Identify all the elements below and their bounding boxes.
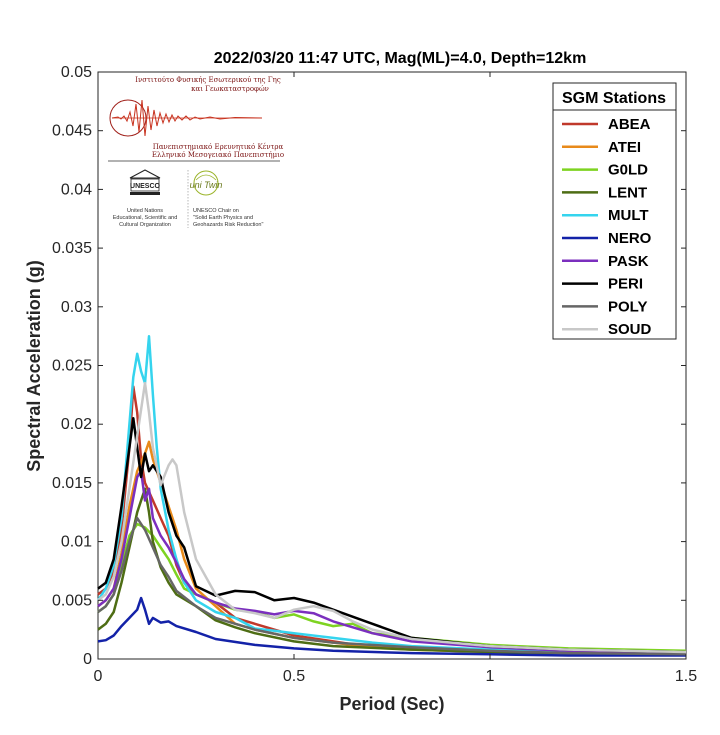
institute-logo: Ινστιτούτο Φυσικής Εσωτερικού της Γης κα… — [106, 73, 284, 236]
y-tick-label: 0.005 — [52, 592, 92, 609]
x-tick-label: 0.5 — [283, 668, 305, 685]
y-tick-label: 0.02 — [61, 416, 92, 433]
series-line-nero — [97, 596, 686, 657]
legend-label-atei: ATEI — [608, 139, 641, 156]
legend-label-pask: PASK — [608, 253, 649, 270]
unesco-icon: UNESCO — [129, 169, 161, 195]
seismograph-icon — [109, 99, 263, 137]
y-tick-label: 0.01 — [61, 534, 92, 551]
legend-label-lent: LENT — [608, 184, 647, 201]
legend-label-peri: PERI — [608, 276, 643, 293]
series-line-lent — [97, 487, 687, 656]
x-tick-label: 1.5 — [675, 668, 697, 685]
x-tick-label: 1 — [486, 668, 495, 685]
x-tick-label: 0 — [94, 668, 103, 685]
institute-name-line2: και Γεωκαταστροφών — [191, 85, 269, 93]
x-axis-title: Period (Sec) — [339, 694, 444, 714]
logo-background — [106, 73, 281, 236]
unesco-caption-3: Cultural Organization — [119, 222, 171, 228]
chart-title: 2022/03/20 11:47 UTC, Mag(ML)=4.0, Depth… — [214, 50, 587, 67]
legend-label-soud: SOUD — [608, 321, 652, 338]
series-line-mult — [96, 334, 687, 655]
y-axis-title: Spectral Acceleration (g) — [24, 260, 44, 471]
y-tick-label: 0 — [83, 651, 92, 668]
legend-label-mult: MULT — [608, 207, 649, 224]
y-tick-label: 0.03 — [61, 299, 92, 316]
y-tick-label: 0.025 — [52, 358, 92, 375]
y-tick-label: 0.045 — [52, 123, 92, 140]
legend-items: ABEA ATEI G0LD LENT MULT NERO PASK PERI POLY SOUD — [562, 116, 652, 338]
legend: SGM Stations ABEA ATEI G0LD LENT MULT NERO PAS… — [552, 82, 677, 340]
centre-name-line1: Πανεπιστημιακό Ερευνητικό Κέντρα — [153, 143, 284, 151]
unesco-caption-2: Educational, Scientific and — [113, 215, 178, 221]
chair-caption-1: UNESCO Chair on — [193, 208, 239, 214]
legend-label-poly: POLY — [608, 298, 647, 315]
legend-box — [552, 82, 677, 340]
series-lines — [96, 334, 687, 657]
series-line-soud — [97, 381, 687, 654]
unesco-label: UNESCO — [130, 183, 161, 190]
series-line-peri — [97, 417, 687, 654]
axis-ticks: 0 0.005 0.01 0.015 0.02 0.025 0.03 0.035 0.04 0.0… — [52, 64, 697, 685]
y-tick-label: 0.04 — [61, 181, 92, 198]
y-tick-label: 0.035 — [52, 240, 92, 257]
unitwin-icon — [193, 170, 219, 196]
legend-label-g0ld: G0LD — [608, 162, 648, 179]
unitwin-label: uni Twin — [190, 180, 223, 190]
centre-name-line2: Ελληνικό Μεσογειακό Πανεπιστήμιο — [152, 151, 284, 159]
legend-label-nero: NERO — [608, 230, 652, 247]
chair-caption-3: Geohazards Risk Reduction" — [193, 222, 263, 228]
series-line-pask — [97, 469, 687, 655]
legend-title: SGM Stations — [562, 90, 666, 107]
y-tick-label: 0.015 — [52, 475, 92, 492]
unesco-caption-1: United Nations — [127, 208, 163, 214]
chair-caption-2: "Solid Earth Physics and — [193, 215, 253, 221]
institute-name-line1: Ινστιτούτο Φυσικής Εσωτερικού της Γης — [135, 76, 281, 84]
legend-label-abea: ABEA — [608, 116, 651, 133]
y-tick-label: 0.05 — [61, 64, 92, 81]
series-line-poly — [97, 516, 687, 656]
